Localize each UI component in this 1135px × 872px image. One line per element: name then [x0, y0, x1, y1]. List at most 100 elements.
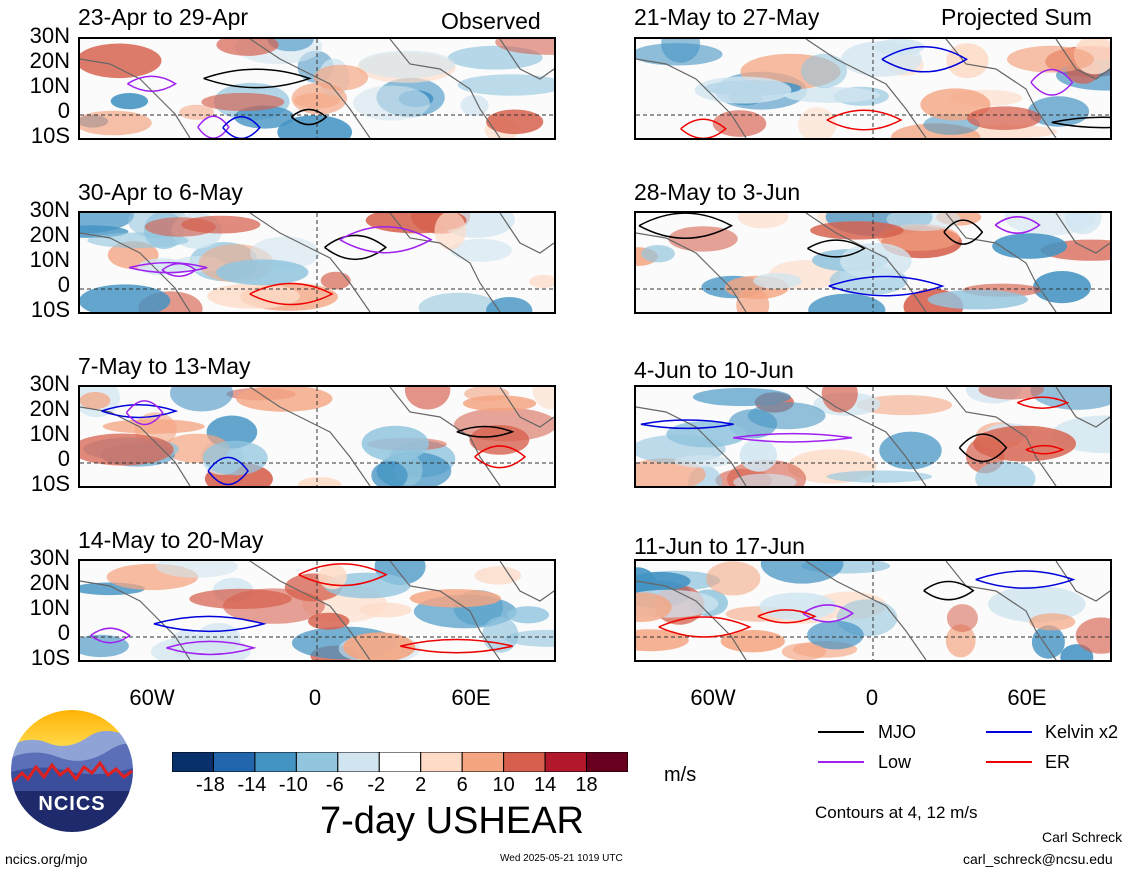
colorbar-swatch	[295, 751, 339, 773]
contour-line	[128, 261, 208, 274]
anomaly-blob	[155, 561, 238, 578]
anomaly-blob	[636, 571, 691, 591]
y-tick-label: 10N	[29, 595, 70, 620]
colorbar-tick-label: 10	[492, 774, 515, 796]
y-tick-label: 20N	[29, 222, 70, 247]
anomaly-blob	[692, 387, 791, 407]
footer-url: ncics.org/mjo	[5, 851, 88, 867]
contour-line	[161, 262, 197, 278]
map-panel	[78, 37, 556, 140]
contour-line	[166, 640, 257, 656]
anomaly-blob	[992, 233, 1067, 259]
colorbar-swatch	[503, 751, 546, 773]
anomaly-blob	[308, 612, 350, 630]
contour-line	[400, 638, 513, 654]
anomaly-blob	[706, 561, 761, 596]
anomaly-blob	[343, 632, 416, 660]
contour-line	[640, 419, 734, 430]
anomaly-blob	[80, 284, 171, 312]
panel-title: 14-May to 20-May	[78, 527, 264, 553]
legend-kelvin: Kelvin x2	[1045, 722, 1119, 742]
map-panel	[634, 211, 1112, 314]
y-tick-label: 10N	[29, 421, 70, 446]
anomaly-blob	[110, 93, 149, 110]
anomaly-blob	[359, 602, 412, 618]
x-tick-label: 0	[308, 685, 322, 710]
anomaly-blob	[80, 634, 129, 658]
anomaly-blob	[800, 53, 847, 88]
anomaly-blob	[358, 50, 456, 78]
anomaly-blob	[973, 425, 1076, 462]
anomaly-blob	[636, 592, 672, 622]
x-tick-label: 60W	[690, 685, 736, 710]
anomaly-blob	[170, 387, 234, 412]
y-tick-label: 20N	[29, 396, 70, 421]
footer-timestamp: Wed 2025-05-21 1019 UTC	[500, 853, 623, 864]
shear-map	[636, 387, 1110, 486]
anomaly-blob	[1007, 45, 1094, 73]
anomaly-blob	[216, 39, 279, 56]
anomaly-blob	[736, 287, 770, 312]
contour-note: Contours at 4, 12 m/s	[815, 803, 978, 822]
anomaly-blob	[807, 620, 864, 650]
anomaly-blob	[1029, 613, 1076, 631]
anomaly-blob	[404, 387, 451, 410]
anomaly-blob	[808, 293, 886, 312]
y-tick-label: 0	[57, 446, 70, 471]
contour-line	[826, 109, 903, 131]
anomaly-blob	[450, 238, 512, 262]
footer-author: Carl Schreck	[1042, 829, 1123, 845]
map-panel	[78, 559, 556, 662]
anomaly-blob	[409, 589, 501, 608]
y-tick-label: 20N	[29, 48, 70, 73]
contour-line	[222, 116, 261, 138]
anomaly-blob	[1033, 271, 1091, 304]
ncics-logo: NCICS	[8, 707, 136, 835]
map-panel	[78, 211, 556, 314]
anomaly-blob	[234, 105, 295, 129]
y-tick-label: 0	[57, 272, 70, 297]
anomaly-blob	[298, 477, 342, 486]
anomaly-blob	[739, 439, 778, 472]
coastline	[636, 561, 1110, 660]
chart-title: 7-day USHEAR	[320, 800, 584, 842]
anomaly-blob	[202, 440, 268, 476]
contour-line	[197, 115, 230, 138]
contour-line	[1030, 68, 1074, 96]
map-panel	[634, 37, 1112, 140]
anomaly-blob	[975, 461, 1036, 486]
anomaly-blob	[967, 106, 1042, 130]
anomaly-blob	[532, 387, 554, 410]
y-tick-label: 10S	[30, 471, 70, 496]
y-tick-label: 30N	[29, 23, 70, 48]
y-tick-label: 30N	[29, 197, 70, 222]
map-panel	[634, 559, 1112, 662]
anomaly-blob	[945, 624, 976, 658]
coastline	[80, 39, 554, 138]
anomaly-blob	[216, 259, 309, 286]
anomaly-blob	[955, 124, 1058, 138]
anomaly-blob	[668, 226, 738, 252]
anomaly-blob	[457, 74, 554, 96]
anomaly-blob	[927, 289, 1028, 310]
contour-line	[456, 425, 515, 438]
contour-line	[474, 445, 527, 469]
contour-line	[881, 46, 968, 73]
x-tick-label: 60E	[1007, 685, 1047, 710]
anomaly-blob	[946, 43, 989, 79]
panel-title: 21-May to 27-May	[634, 4, 820, 30]
contour-line	[203, 68, 312, 89]
y-tick-label: 20N	[29, 570, 70, 595]
contour-line	[757, 609, 817, 624]
shear-map	[636, 39, 1110, 138]
anomaly-blob	[318, 563, 347, 590]
legend-mjo: MJO	[878, 722, 916, 742]
contour-line	[207, 456, 249, 486]
colorbar-tick-label: 6	[456, 774, 468, 796]
projected-sum-label: Projected Sum	[941, 4, 1092, 30]
map-panel	[78, 385, 556, 488]
shear-map	[80, 561, 554, 660]
anomaly-blob	[810, 221, 904, 240]
anomaly-blob	[1064, 213, 1102, 235]
x-tick-label: 60E	[451, 685, 491, 710]
